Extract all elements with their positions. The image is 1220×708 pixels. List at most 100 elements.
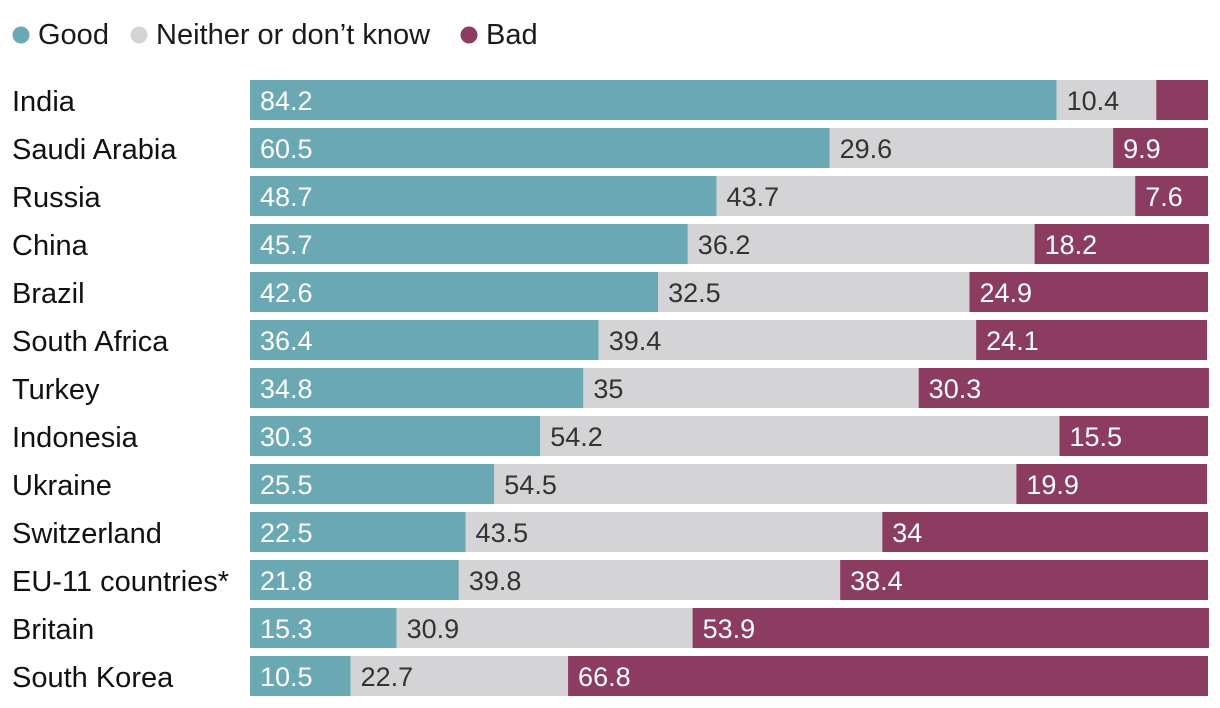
value-label-bad-ukraine: 19.9	[1026, 470, 1079, 500]
value-label-good-switzerland: 22.5	[260, 518, 313, 548]
category-label-russia: Russia	[12, 182, 102, 214]
value-label-good-brazil: 42.6	[260, 278, 313, 308]
bar-bad-ukraine	[1016, 464, 1208, 504]
value-label-bad-south-korea: 66.8	[578, 662, 631, 692]
legend-label-good: Good	[38, 19, 109, 51]
legend-swatch-bad	[460, 26, 478, 44]
value-label-good-south-africa: 36.4	[260, 326, 313, 356]
bar-bad-switzerland	[882, 512, 1208, 552]
bar-neither-or-don-t-know-switzerland	[465, 512, 883, 552]
bar-bad-saudi-arabia	[1113, 128, 1208, 168]
bar-neither-or-don-t-know-russia	[716, 176, 1136, 216]
bar-good-britain	[250, 608, 397, 648]
category-labels: India Saudi Arabia Russia China Brazil South …	[12, 86, 229, 694]
bar-good-eu-11-countries	[250, 560, 459, 600]
value-label-neither-or-don-t-know-india: 10.4	[1067, 86, 1120, 116]
value-label-neither-or-don-t-know-russia: 43.7	[727, 182, 780, 212]
bar-neither-or-don-t-know-china	[687, 224, 1035, 264]
category-label-saudi-arabia: Saudi Arabia	[12, 134, 177, 166]
bar-good-ukraine	[250, 464, 495, 504]
value-label-good-turkey: 34.8	[260, 374, 313, 404]
bar-bad-south-africa	[976, 320, 1208, 360]
value-label-neither-or-don-t-know-indonesia: 54.2	[550, 422, 603, 452]
value-label-bad-turkey: 30.3	[929, 374, 982, 404]
value-label-good-indonesia: 30.3	[260, 422, 313, 452]
bar-good-china	[250, 224, 688, 264]
bar-good-russia	[250, 176, 717, 216]
legend-swatch-good	[12, 26, 30, 44]
value-label-neither-or-don-t-know-china: 36.2	[698, 230, 751, 260]
bar-bad-eu-11-countries	[840, 560, 1208, 600]
category-label-turkey: Turkey	[12, 374, 100, 406]
bar-bad-china	[1034, 224, 1209, 264]
value-label-neither-or-don-t-know-ukraine: 54.5	[504, 470, 557, 500]
bar-neither-or-don-t-know-india	[1056, 80, 1157, 120]
bar-good-turkey	[250, 368, 584, 408]
category-label-switzerland: Switzerland	[12, 518, 162, 550]
value-label-good-russia: 48.7	[260, 182, 313, 212]
bar-good-saudi-arabia	[250, 128, 830, 168]
value-label-neither-or-don-t-know-south-africa: 39.4	[609, 326, 662, 356]
value-label-good-china: 45.7	[260, 230, 313, 260]
legend-label-bad: Bad	[486, 19, 538, 51]
bar-neither-or-don-t-know-turkey	[583, 368, 919, 408]
bar-bad-india	[1156, 80, 1208, 120]
bar-bad-turkey	[918, 368, 1209, 408]
bar-bad-south-korea	[568, 656, 1208, 696]
bar-neither-or-don-t-know-south-korea	[350, 656, 569, 696]
bar-good-brazil	[250, 272, 659, 312]
category-label-brazil: Brazil	[12, 278, 85, 310]
value-label-neither-or-don-t-know-britain: 30.9	[407, 614, 460, 644]
category-label-eu-11-countries: EU-11 countries*	[12, 566, 229, 598]
bar-bad-indonesia	[1059, 416, 1208, 456]
bar-neither-or-don-t-know-eu-11-countries	[458, 560, 841, 600]
value-label-bad-britain: 53.9	[703, 614, 756, 644]
category-label-indonesia: Indonesia	[12, 422, 139, 454]
bar-neither-or-don-t-know-britain	[396, 608, 693, 648]
bars: 84.2 10.4 60.5 29.6 9.9 48.7 43.7 7.6 45.7 36.2 18…	[250, 80, 1209, 696]
value-label-neither-or-don-t-know-eu-11-countries: 39.8	[469, 566, 522, 596]
value-label-bad-switzerland: 34	[892, 518, 922, 548]
bar-good-india	[250, 80, 1057, 120]
value-label-bad-russia: 7.6	[1145, 182, 1183, 212]
value-label-neither-or-don-t-know-south-korea: 22.7	[361, 662, 414, 692]
bar-good-south-africa	[250, 320, 599, 360]
value-label-bad-saudi-arabia: 9.9	[1123, 134, 1161, 164]
value-label-bad-indonesia: 15.5	[1070, 422, 1123, 452]
value-label-bad-brazil: 24.9	[979, 278, 1032, 308]
category-label-south-korea: South Korea	[12, 662, 174, 694]
value-label-bad-eu-11-countries: 38.4	[850, 566, 903, 596]
value-label-bad-south-africa: 24.1	[986, 326, 1039, 356]
bar-neither-or-don-t-know-south-africa	[598, 320, 977, 360]
value-label-good-britain: 15.3	[260, 614, 313, 644]
legend-label-neither-or-don-t-know: Neither or don’t know	[156, 19, 431, 51]
bar-good-south-korea	[250, 656, 351, 696]
value-label-neither-or-don-t-know-saudi-arabia: 29.6	[840, 134, 893, 164]
legend-swatch-neither-or-don-t-know	[130, 26, 148, 44]
category-label-britain: Britain	[12, 614, 94, 646]
bar-bad-russia	[1135, 176, 1208, 216]
bar-neither-or-don-t-know-brazil	[658, 272, 970, 312]
value-label-good-saudi-arabia: 60.5	[260, 134, 313, 164]
value-label-good-eu-11-countries: 21.8	[260, 566, 313, 596]
value-label-bad-china: 18.2	[1045, 230, 1098, 260]
legend: Good Neither or don’t know Bad	[12, 19, 538, 51]
bar-bad-brazil	[969, 272, 1208, 312]
value-label-good-south-korea: 10.5	[260, 662, 313, 692]
bar-neither-or-don-t-know-ukraine	[494, 464, 1017, 504]
value-label-neither-or-don-t-know-switzerland: 43.5	[476, 518, 529, 548]
bar-neither-or-don-t-know-indonesia	[540, 416, 1060, 456]
value-label-good-india: 84.2	[260, 86, 313, 116]
value-label-neither-or-don-t-know-brazil: 32.5	[668, 278, 721, 308]
bar-good-indonesia	[250, 416, 541, 456]
value-label-good-ukraine: 25.5	[260, 470, 313, 500]
bar-good-switzerland	[250, 512, 466, 552]
category-label-south-africa: South Africa	[12, 326, 169, 358]
value-label-neither-or-don-t-know-turkey: 35	[593, 374, 623, 404]
category-label-india: India	[12, 86, 76, 118]
category-label-ukraine: Ukraine	[12, 470, 112, 502]
bar-neither-or-don-t-know-saudi-arabia	[829, 128, 1114, 168]
bar-bad-britain	[692, 608, 1209, 648]
category-label-china: China	[12, 230, 89, 262]
